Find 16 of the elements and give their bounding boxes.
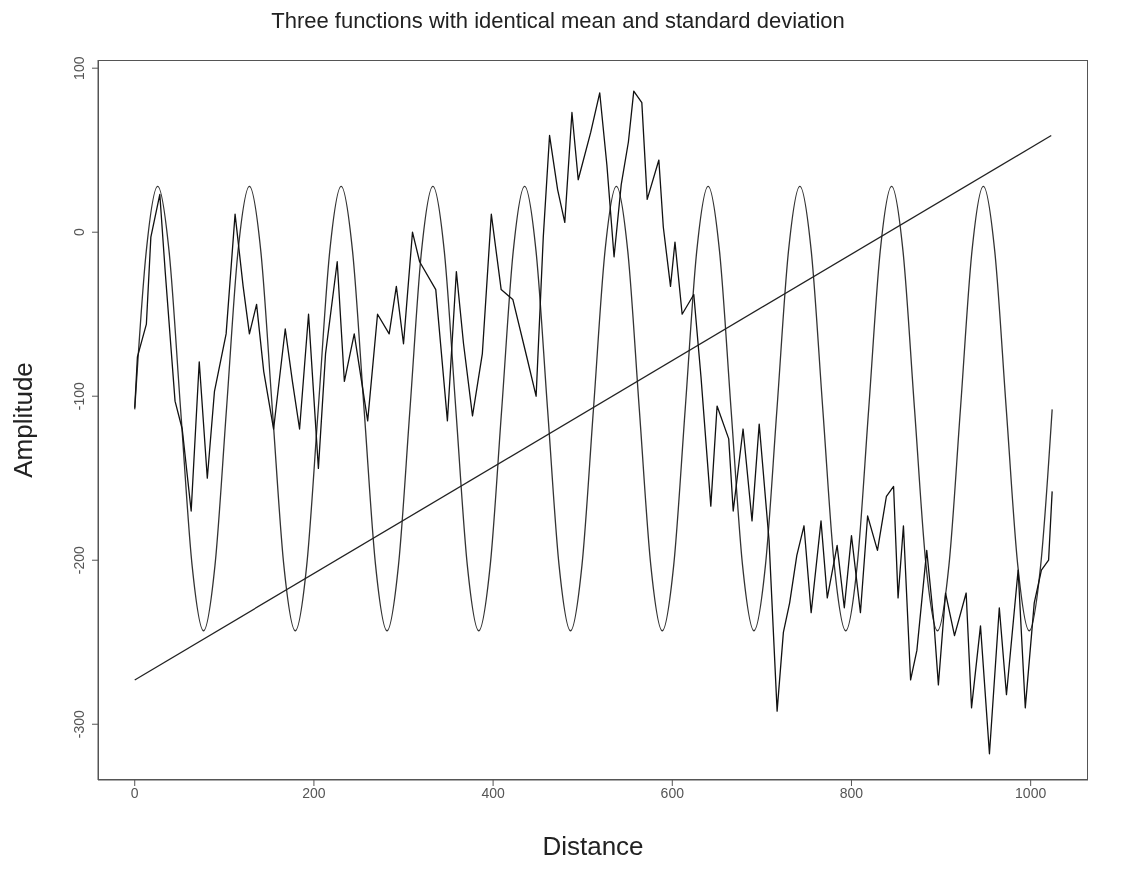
y-tick-label: -200 xyxy=(71,546,87,575)
x-tick-label: 0 xyxy=(130,784,139,801)
chart-title: Three functions with identical mean and standard deviation xyxy=(270,8,846,34)
y-axis-title: Amplitude xyxy=(8,362,39,478)
x-axis-title: Distance xyxy=(542,831,644,861)
x-tick-label: 400 xyxy=(481,784,505,801)
x-tick-label: 800 xyxy=(839,784,864,801)
y-tick-label: 100 xyxy=(71,56,87,80)
line-series xyxy=(134,185,1053,632)
x-tick-label: 600 xyxy=(660,784,685,801)
line-series xyxy=(134,90,1053,755)
y-tick-label: -100 xyxy=(71,382,87,411)
y-tick-label: 0 xyxy=(71,228,87,237)
y-tick-label: -300 xyxy=(71,710,87,739)
x-tick-label: 1000 xyxy=(1015,784,1047,801)
x-tick-label: 200 xyxy=(302,784,326,801)
